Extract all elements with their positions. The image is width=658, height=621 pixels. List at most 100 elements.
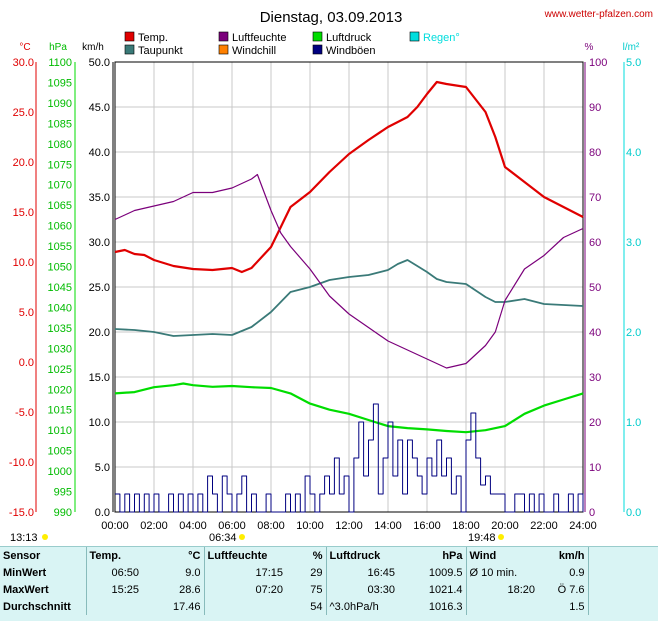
unit-label-temp: °C xyxy=(19,42,30,53)
wind-value: 1.5 xyxy=(569,600,585,613)
sunset-time: 19:48 xyxy=(468,532,496,544)
pressure-tick-label: 1030 xyxy=(48,343,72,355)
wind-tick-label: 30.0 xyxy=(89,237,110,249)
legend-label: Luftdruck xyxy=(326,32,372,44)
stats-header-empty xyxy=(587,547,658,564)
stats-header-temp-unit: °C xyxy=(188,549,201,562)
rain-tick-label: 4.0 xyxy=(626,147,641,159)
wind-tick-label: 15.0 xyxy=(89,372,110,384)
x-tick-label: 08:00 xyxy=(257,520,285,532)
x-tick-label: 06:00 xyxy=(218,520,246,532)
stats-header-row: Sensor Temp. °C Luftfeuchte % Luftdruck … xyxy=(0,547,658,564)
wind-tick-label: 10.0 xyxy=(89,417,110,429)
pressure-tick-label: 1055 xyxy=(48,241,72,253)
humidity-tick-label: 50 xyxy=(589,282,601,294)
pressure-time: 16:45 xyxy=(325,564,398,581)
chart-title: Dienstag, 03.09.2013 xyxy=(260,9,403,26)
series-line xyxy=(114,382,584,434)
humidity-tick-label: 40 xyxy=(589,327,601,339)
legend-swatch xyxy=(218,31,229,42)
stats-label: MinWert xyxy=(3,566,47,579)
x-tick-label: 18:00 xyxy=(452,520,480,532)
x-tick-label: 04:00 xyxy=(179,520,207,532)
wind-tick-label: 20.0 xyxy=(89,327,110,339)
pressure-tick-label: 1035 xyxy=(48,323,72,335)
stats-row-max: MaxWert 15:25 28.6 07:20 75 03:30 1021.4… xyxy=(0,581,658,598)
x-tick-label: 02:00 xyxy=(140,520,168,532)
pressure-tick-label: 1085 xyxy=(48,118,72,130)
wind-value: 0.9 xyxy=(569,566,585,579)
pressure-time: ^3.0hPa/h xyxy=(325,598,398,615)
x-tick-label: 22:00 xyxy=(530,520,558,532)
series-line xyxy=(114,173,584,369)
pressure-value: 1009.5 xyxy=(428,566,463,579)
temp-tick-label: 25.0 xyxy=(13,107,34,119)
rain-tick-label: 1.0 xyxy=(626,417,641,429)
sun-icon xyxy=(42,534,48,540)
humidity-value: 29 xyxy=(310,566,323,579)
series-layer xyxy=(114,80,584,513)
pressure-tick-label: 1090 xyxy=(48,98,72,110)
legend-swatch xyxy=(409,31,420,42)
humidity-value: 54 xyxy=(310,600,323,613)
humidity-tick-label: 20 xyxy=(589,417,601,429)
stats-header-pressure: Luftdruck xyxy=(325,547,398,564)
humidity-tick-label: 90 xyxy=(589,102,601,114)
wind-tick-label: 40.0 xyxy=(89,147,110,159)
wind-time: 18:20 xyxy=(465,581,538,598)
pressure-time: 03:30 xyxy=(325,581,398,598)
temp-tick-label: -15.0 xyxy=(9,507,34,519)
pressure-tick-label: 1025 xyxy=(48,364,72,376)
stats-empty-cell xyxy=(587,581,658,598)
wind-tick-label: 25.0 xyxy=(89,282,110,294)
pressure-tick-label: 1010 xyxy=(48,425,72,437)
stats-header-pressure-unit: hPa xyxy=(442,549,463,562)
pressure-tick-label: 1050 xyxy=(48,262,72,274)
wind-tick-label: 45.0 xyxy=(89,102,110,114)
stats-header-humidity: Luftfeuchte xyxy=(203,547,286,564)
humidity-tick-label: 80 xyxy=(589,147,601,159)
rain-tick-label: 3.0 xyxy=(626,237,641,249)
sunset-icon xyxy=(498,534,504,540)
legend-label: Windböen xyxy=(326,45,376,57)
x-tick-label: 20:00 xyxy=(491,520,519,532)
temp-tick-label: 10.0 xyxy=(13,257,34,269)
wind-value: Ö 7.6 xyxy=(557,583,585,596)
stats-empty-cell xyxy=(587,564,658,581)
pressure-tick-label: 1100 xyxy=(48,57,72,69)
temp-tick-label: 5.0 xyxy=(19,307,34,319)
temp-time xyxy=(85,598,142,615)
pressure-tick-label: 1045 xyxy=(48,282,72,294)
legend-swatch xyxy=(312,44,323,55)
humidity-tick-label: 0 xyxy=(589,507,595,519)
humidity-tick-label: 70 xyxy=(589,192,601,204)
x-tick-label: 24:00 xyxy=(569,520,597,532)
stats-empty-cell xyxy=(587,598,658,615)
sunrise-icon xyxy=(239,534,245,540)
x-tick-label: 14:00 xyxy=(374,520,402,532)
site-url: www.wetter-pfalzen.com xyxy=(544,9,653,20)
weather-chart: Dienstag, 03.09.2013 www.wetter-pfalzen.… xyxy=(8,9,653,544)
stats-label: Durchschnitt xyxy=(3,600,71,613)
temp-tick-label: 15.0 xyxy=(13,207,34,219)
pressure-tick-label: 1080 xyxy=(48,139,72,151)
legend-label: Temp. xyxy=(138,32,168,44)
humidity-time xyxy=(203,598,286,615)
rain-tick-label: 5.0 xyxy=(626,57,641,69)
humidity-tick-label: 100 xyxy=(589,57,607,69)
temp-tick-label: 20.0 xyxy=(13,157,34,169)
legend-swatch xyxy=(312,31,323,42)
wind-tick-label: 50.0 xyxy=(89,57,110,69)
temp-time: 15:25 xyxy=(85,581,142,598)
pressure-tick-label: 1005 xyxy=(48,446,72,458)
unit-label-pressure: hPa xyxy=(49,42,67,53)
x-tick-label: 10:00 xyxy=(296,520,324,532)
wind-tick-label: 5.0 xyxy=(95,462,110,474)
sun-info: 13:13 06:34 19:48 xyxy=(10,532,504,544)
unit-label-humidity: % xyxy=(585,42,594,53)
start-time: 13:13 xyxy=(10,532,38,544)
humidity-tick-label: 10 xyxy=(589,462,601,474)
stats-label: MaxWert xyxy=(3,583,49,596)
legend-label: Windchill xyxy=(232,45,276,57)
pressure-value: 1016.3 xyxy=(428,600,463,613)
